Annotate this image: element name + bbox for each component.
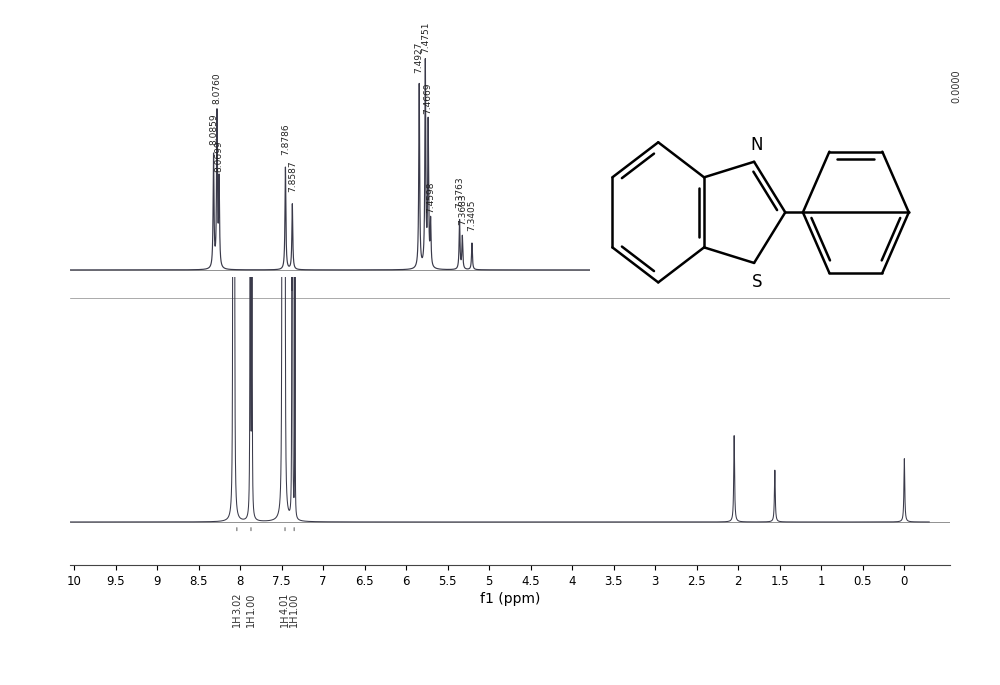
Text: 1.00: 1.00 [289, 593, 299, 614]
Text: 7.4751: 7.4751 [421, 21, 430, 53]
Text: 7.3405: 7.3405 [467, 199, 476, 231]
Text: 1H: 1H [232, 613, 242, 627]
Text: 1.00: 1.00 [246, 593, 256, 614]
Text: N: N [751, 136, 763, 153]
Text: S: S [752, 273, 762, 291]
Text: 0.0000: 0.0000 [951, 69, 961, 103]
Text: 7.8587: 7.8587 [288, 160, 297, 192]
Text: 1H: 1H [289, 613, 299, 627]
Text: 7.4669: 7.4669 [424, 83, 433, 114]
Text: 7.4927: 7.4927 [415, 42, 424, 73]
Text: 8.0859: 8.0859 [209, 113, 218, 145]
Text: 4.01: 4.01 [280, 593, 290, 614]
Text: 3.02: 3.02 [232, 593, 242, 614]
Text: 7.3683: 7.3683 [458, 193, 467, 225]
X-axis label: f1 (ppm): f1 (ppm) [480, 592, 540, 606]
Text: 7.3763: 7.3763 [455, 177, 464, 208]
Text: 1H: 1H [280, 613, 290, 627]
Text: 8.0760: 8.0760 [212, 73, 221, 104]
Text: 7.8786: 7.8786 [281, 123, 290, 155]
Text: 8.0699: 8.0699 [215, 140, 224, 171]
Text: 7.4598: 7.4598 [426, 181, 435, 212]
Text: 1H: 1H [246, 613, 256, 627]
